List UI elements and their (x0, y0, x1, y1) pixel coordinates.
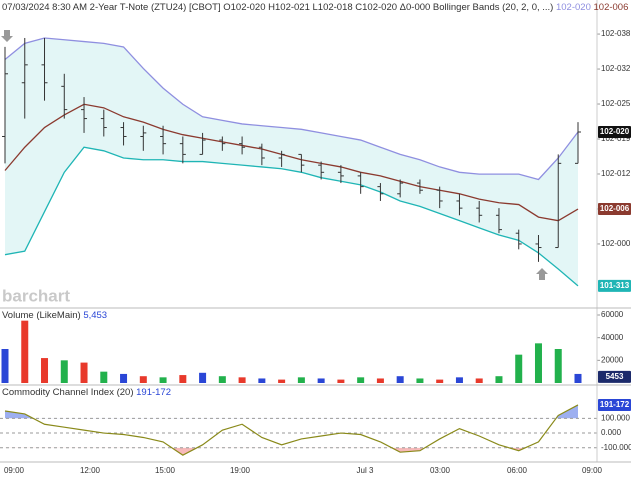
x-tick-label: 06:00 (507, 466, 528, 475)
volume-bar (218, 376, 226, 383)
volume-bar (376, 378, 384, 383)
volume-bar (21, 320, 29, 383)
y-tick-label: 102-012 (601, 169, 631, 178)
volume-bar (297, 377, 305, 383)
volume-bar (574, 373, 582, 383)
volume-value: 5,453 (83, 310, 107, 321)
y-tick-label: 40000 (601, 333, 624, 342)
cci-line (4, 404, 579, 456)
x-tick-label: 03:00 (430, 466, 451, 475)
y-tick-label: 60000 (601, 310, 624, 319)
layers: 102-038 102-032 102-025 102-019 102-012 102-0… (0, 29, 631, 475)
cci-tag: 191-172 (600, 400, 630, 409)
y-tick-label: 102-019 (601, 134, 631, 143)
y-tick-label: 100.000 (601, 413, 630, 422)
x-tick-label: 15:00 (155, 466, 176, 475)
x-tick-label: Jul 3 (357, 466, 374, 475)
y-tick-label: -100.000 (601, 443, 631, 452)
volume-bar (278, 379, 286, 383)
y-tick-label: 102-032 (601, 64, 631, 73)
volume-bar (120, 373, 128, 383)
cci-fill-lower (5, 447, 578, 456)
volume-bar (495, 376, 503, 383)
volume-bar (337, 379, 345, 383)
volume-title: Volume (LikeMain) 5,453 (2, 310, 107, 321)
arrow-down-icon (1, 30, 13, 42)
volume-bar (80, 362, 88, 383)
volume-bar (317, 378, 325, 383)
price-tag-bg (598, 126, 631, 139)
band-value: 102-006 (594, 2, 629, 13)
volume-bar (455, 377, 463, 383)
cci-value: 191-172 (136, 387, 171, 398)
volume-bar (396, 376, 404, 383)
x-tick-label: 12:00 (80, 466, 101, 475)
volume-bar (60, 360, 68, 383)
volume-bar (1, 349, 9, 383)
y-tick-label: 102-038 (601, 29, 631, 38)
band-tag-bg (598, 279, 631, 292)
volume-bar (199, 372, 207, 383)
x-tick-label: 09:00 (4, 466, 25, 475)
y-tick-label: 20000 (601, 355, 624, 364)
band-tag: 102-006 (600, 204, 630, 213)
volume-bar (41, 358, 49, 383)
arrow-up-icon (536, 268, 548, 280)
volume-bar (139, 376, 147, 383)
volume-tag: 5453 (606, 372, 624, 381)
cci-title: Commodity Channel Index (20) 191-172 (2, 387, 171, 398)
band-value: 102-020 (556, 2, 591, 13)
volume-bar (554, 349, 562, 383)
x-tick-label: 09:00 (582, 466, 603, 475)
volume-bar (179, 375, 187, 383)
band-line (4, 103, 579, 222)
title: Volume (LikeMain) (2, 310, 81, 321)
volume-bar (159, 377, 167, 383)
title: Commodity Channel Index (20) (2, 387, 133, 398)
x-tick-label: 19:00 (230, 466, 251, 475)
volume-bar (436, 379, 444, 383)
band-line (4, 146, 579, 287)
volume-bar (475, 378, 483, 383)
volume-bar (100, 371, 108, 383)
band-tag: 101-313 (600, 281, 630, 290)
volume-bar (515, 354, 523, 383)
volume-bar (416, 378, 424, 383)
volume-bar (238, 377, 246, 383)
band-fill (5, 37, 578, 286)
volume-bar (258, 378, 266, 383)
chart-title: 07/03/2024 8:30 AM 2-Year T-Note (ZTU24)… (2, 2, 631, 13)
volume-bar (534, 343, 542, 383)
volume-tag-bg (598, 370, 631, 383)
band-line (4, 37, 579, 181)
watermark: barchart (2, 286, 70, 305)
volume-bar (357, 377, 365, 383)
cci-tag-bg (598, 398, 631, 411)
price-tag: 102-020 (600, 127, 630, 136)
band-tag-bg (598, 203, 631, 216)
y-tick-label: 102-000 (601, 239, 631, 248)
title: 07/03/2024 8:30 AM 2-Year T-Note (ZTU24)… (2, 2, 553, 13)
y-tick-label: 102-025 (601, 99, 631, 108)
y-tick-label: 0.000 (601, 428, 622, 437)
